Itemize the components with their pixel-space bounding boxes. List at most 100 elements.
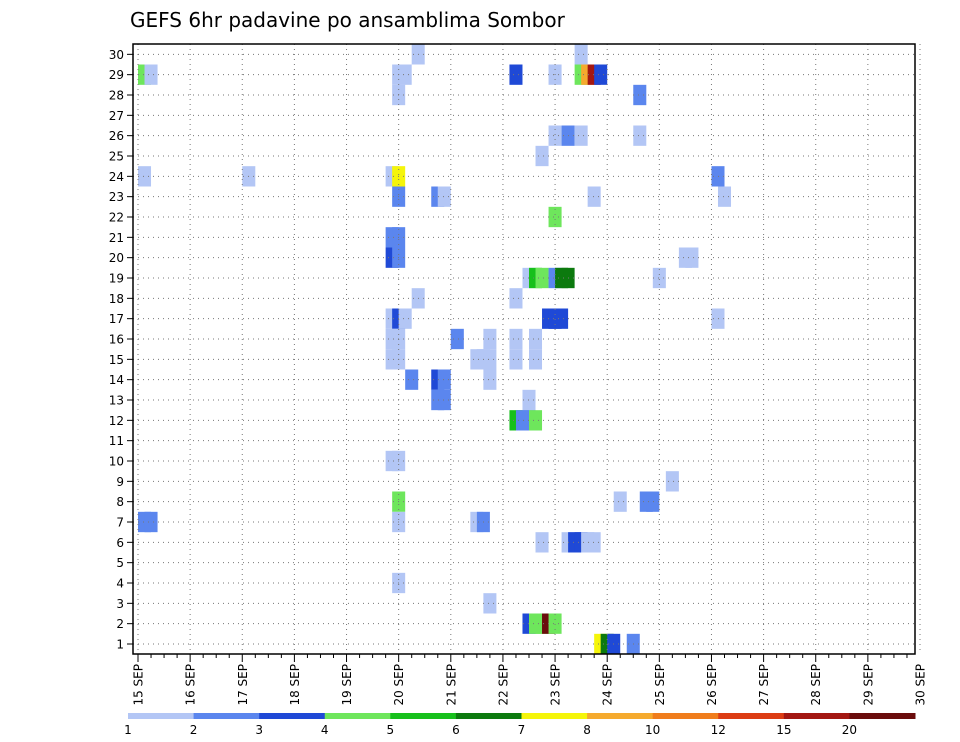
y-tick-label: 1 [116,638,124,652]
plot-frame [132,43,916,655]
heat-cell [711,166,725,187]
x-tick-label: 20 SEP [392,664,406,706]
y-tick-label: 28 [109,89,124,103]
colorbar-label: 10 [645,723,660,737]
colorbar: 1 2 3 4 5 6 7 8 10 12 15 20 [124,713,916,737]
y-tick-label: 17 [109,312,124,326]
y-tick-label: 26 [109,129,124,143]
heat-cell [548,206,562,228]
heat-cell [665,471,679,492]
heat-cell [548,125,562,146]
colorbar-segment [259,713,326,719]
heat-cell [633,84,647,106]
y-tick-label: 7 [116,516,124,530]
x-tick-label: 16 SEP [184,664,198,706]
x-tick-label: 18 SEP [288,664,302,706]
heat-cell [685,247,699,268]
heat-cell [652,267,666,289]
heat-cell [509,349,523,370]
colorbar-label: 20 [842,723,857,737]
heat-cell [574,125,588,146]
heat-cell [483,349,497,370]
x-tick-label: 22 SEP [496,664,510,706]
heat-cell [483,369,497,390]
colorbar-label: 8 [583,723,591,737]
x-tick-label: 28 SEP [809,664,823,706]
heat-cell [437,369,451,390]
colorbar-label: 15 [776,723,791,737]
heat-cell [711,308,725,329]
y-tick-label: 3 [116,597,124,611]
colorbar-label: 1 [124,723,132,737]
colorbar-label: 4 [321,723,329,737]
y-tick-label: 5 [116,556,124,570]
x-tick-label: 29 SEP [861,664,875,706]
y-tick-label: 25 [109,150,124,164]
y-tick-label: 14 [109,373,124,387]
heat-cell [398,308,412,329]
y-tick-label: 12 [109,414,124,428]
heat-cell [138,166,152,187]
colorbar-segment [783,713,850,719]
y-tick-label: 20 [109,251,124,265]
heat-cell [717,186,732,207]
heat-cell [594,64,608,85]
y-tick-label: 23 [109,190,124,204]
chart-title: GEFS 6hr padavine po ansamblima Sombor [130,8,566,32]
y-tick-label: 24 [109,170,124,184]
heat-cell [535,532,549,553]
y-tick-label: 22 [109,211,124,225]
y-tick-label: 2 [116,617,124,631]
heat-cell [405,369,419,390]
heat-cell [144,511,158,533]
heat-cell [509,328,523,350]
heat-cell [509,64,523,85]
x-tick-label: 23 SEP [549,664,563,706]
heat-cell [509,288,523,309]
y-tick-label: 29 [109,68,124,82]
heat-cell [587,532,601,553]
colorbar-segment [128,713,195,719]
colorbar-label: 5 [387,723,395,737]
colorbar-label: 2 [190,723,198,737]
colorbar-segment [521,713,588,719]
y-tick-label: 30 [109,48,124,62]
heat-cell [574,44,588,65]
x-tick-label: 30 SEP [914,664,928,706]
heat-cell [587,186,601,207]
heat-cell [548,613,562,634]
heat-cell [437,186,451,207]
y-tick-label: 16 [109,333,124,347]
y-tick-label: 15 [109,353,124,367]
colorbar-label: 12 [711,723,726,737]
heat-cell [450,328,464,350]
heat-cell [529,410,543,431]
x-axis: 15 SEP 16 SEP 17 SEP 18 SEP 19 SEP 20 SEP 21 S… [132,654,928,706]
heat-cell [483,593,497,614]
y-tick-label: 18 [109,292,124,306]
y-tick-label: 10 [109,455,124,469]
colorbar-segment [324,713,391,719]
heat-cell [437,389,451,411]
x-tick-label: 17 SEP [236,664,250,706]
colorbar-segment [455,713,522,719]
colorbar-segment [718,713,785,719]
x-tick-label: 21 SEP [444,664,458,706]
x-tick-label: 27 SEP [757,664,771,706]
heat-cell [398,64,412,85]
y-tick-label: 19 [109,272,124,286]
heat-cell [483,328,497,350]
y-tick-label: 9 [116,475,124,489]
x-tick-label: 25 SEP [653,664,667,706]
y-tick-label: 13 [109,394,124,408]
y-tick-label: 4 [116,577,124,591]
colorbar-segment [390,713,457,719]
y-tick-label: 11 [109,434,124,448]
colorbar-segment [652,713,719,719]
y-tick-label: 6 [116,536,124,550]
heat-cell [633,125,647,146]
heat-cell [535,267,549,289]
y-tick-label: 21 [109,231,124,245]
x-tick-label: 24 SEP [601,664,615,706]
